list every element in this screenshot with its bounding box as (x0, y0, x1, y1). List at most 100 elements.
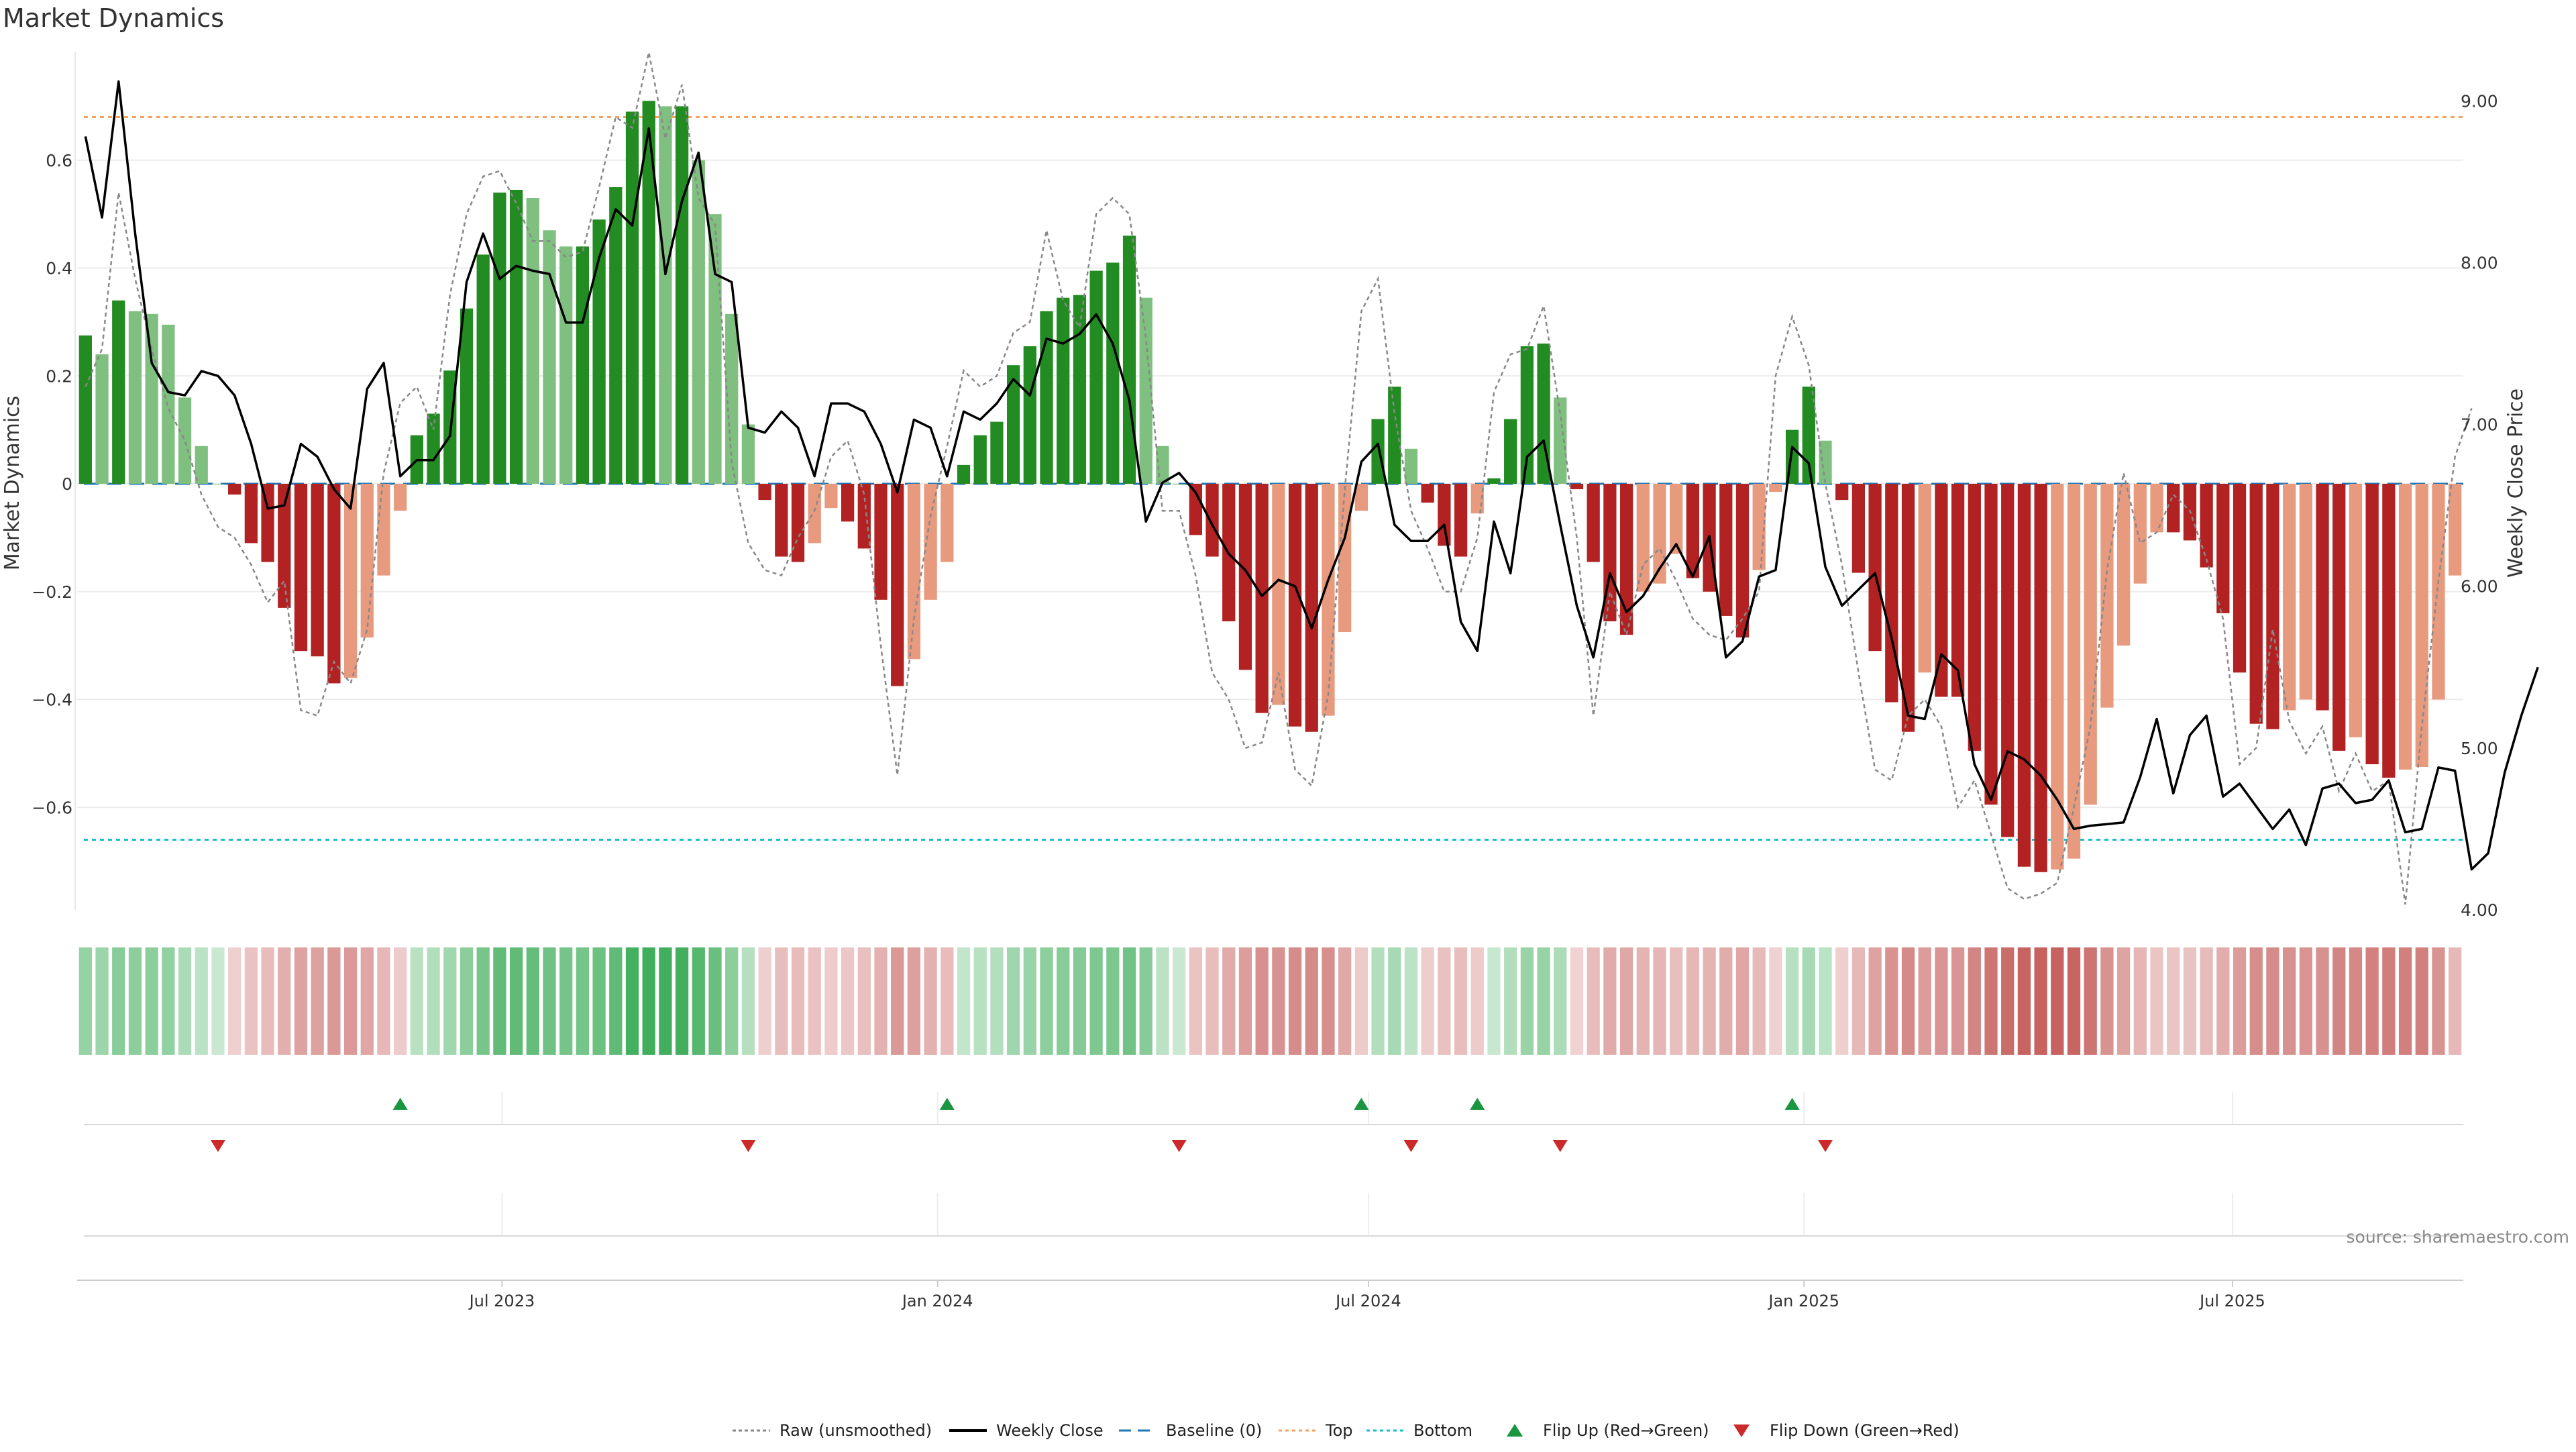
momentum-bar (2216, 484, 2230, 613)
regime-cell (1686, 947, 1700, 1055)
regime-cell (343, 947, 358, 1055)
legend-label-top: Top (1325, 1421, 1353, 1440)
regime-cell (1122, 947, 1136, 1055)
regime-cell (891, 947, 904, 1055)
momentum-bar (460, 308, 474, 484)
momentum-bar (244, 484, 258, 543)
legend-label-bottom: Bottom (1413, 1421, 1472, 1440)
regime-cell (1057, 947, 1070, 1055)
momentum-bar (1354, 484, 1368, 511)
regime-cell (2116, 947, 2131, 1055)
regime-cell (493, 947, 506, 1055)
y2-tick-label: 9.00 (2461, 91, 2498, 111)
regime-cell (294, 947, 308, 1055)
momentum-bar (1006, 365, 1020, 484)
momentum-bar (1735, 484, 1750, 638)
regime-cell (941, 947, 954, 1055)
regime-cell (2183, 947, 2197, 1055)
momentum-bar (78, 335, 92, 484)
legend-label-baseline: Baseline (0) (1166, 1421, 1262, 1440)
momentum-bar (1388, 386, 1401, 484)
regime-cell (443, 947, 457, 1055)
momentum-bar (1885, 484, 1898, 703)
regime-cell (2415, 947, 2428, 1055)
close-series (84, 80, 2539, 871)
momentum-bar (2382, 484, 2396, 778)
momentum-bar (377, 484, 390, 576)
y-tick-label: 0 (62, 474, 72, 494)
momentum-bar (957, 464, 971, 484)
regime-cell (1636, 947, 1650, 1055)
regime-cell (2200, 947, 2213, 1055)
regime-cell (1752, 947, 1766, 1055)
regime-cell (874, 947, 888, 1055)
y2-tick-label: 8.00 (2461, 253, 2498, 272)
regime-cell (1984, 947, 1998, 1055)
momentum-bar (559, 246, 573, 484)
regime-cell (1719, 947, 1733, 1055)
regime-cell (526, 947, 539, 1055)
momentum-bar (2150, 484, 2163, 533)
regime-cell (1205, 947, 1219, 1055)
momentum-bar (1454, 484, 1468, 557)
momentum-bars (78, 101, 2462, 872)
regime-cell (1089, 947, 1103, 1055)
y-tick-label: 0.6 (46, 151, 72, 170)
momentum-bar (2017, 484, 2031, 867)
regime-cell (708, 947, 722, 1055)
momentum-bar (1851, 484, 1866, 573)
flip-down-marker (1817, 1140, 1833, 1152)
momentum-bar (1619, 484, 1633, 635)
regime-cell (642, 947, 655, 1055)
regime-cell (244, 947, 258, 1055)
flip-down-marker (1552, 1140, 1568, 1152)
regime-cell (2034, 947, 2047, 1055)
momentum-bar (1322, 484, 1335, 716)
momentum-bar (195, 446, 208, 484)
momentum-bar (1156, 446, 1169, 484)
momentum-bar (592, 219, 606, 484)
regime-cell (1073, 947, 1087, 1055)
momentum-bar (874, 484, 888, 600)
regime-cell (1189, 947, 1202, 1055)
regime-cell (1935, 947, 1948, 1055)
momentum-bar (228, 484, 241, 495)
regime-cell (973, 947, 987, 1055)
momentum-bar (775, 484, 788, 557)
regime-cell (559, 947, 573, 1055)
regime-cell (1470, 947, 1484, 1055)
regime-cell (675, 947, 689, 1055)
regime-cell (377, 947, 390, 1055)
regime-cell (95, 947, 109, 1055)
close-line (84, 80, 2539, 871)
regime-cell (2316, 947, 2329, 1055)
regime-cell (1338, 947, 1352, 1055)
regime-cell (1106, 947, 1120, 1055)
momentum-bar (1769, 484, 1782, 492)
regime-cell (2017, 947, 2031, 1055)
regime-cell (1255, 947, 1269, 1055)
momentum-bar (808, 484, 821, 543)
momentum-bar (2133, 484, 2147, 584)
regime-cell (509, 947, 523, 1055)
legend: Raw (unsmoothed) Weekly Close Baseline (0)… (733, 1421, 1960, 1440)
momentum-bar (791, 484, 805, 562)
momentum-bar (1205, 484, 1219, 557)
regime-cell (824, 947, 838, 1055)
momentum-bar (758, 484, 771, 501)
momentum-bar (343, 484, 358, 678)
flip-up-marker (1470, 1098, 1485, 1110)
regime-cell (2051, 947, 2064, 1055)
y2-tick-label: 4.00 (2461, 900, 2498, 920)
legend-label-flip_down: Flip Down (Green→Red) (1770, 1421, 1960, 1440)
momentum-bar (476, 254, 490, 484)
regime-cell (427, 947, 440, 1055)
momentum-bar (1935, 484, 1948, 697)
x-tick-label: Jul 2024 (1334, 1292, 1401, 1310)
regime-cell (195, 947, 208, 1055)
momentum-bar (1901, 484, 1915, 732)
momentum-bar (2051, 484, 2064, 870)
momentum-bar (2449, 484, 2462, 576)
